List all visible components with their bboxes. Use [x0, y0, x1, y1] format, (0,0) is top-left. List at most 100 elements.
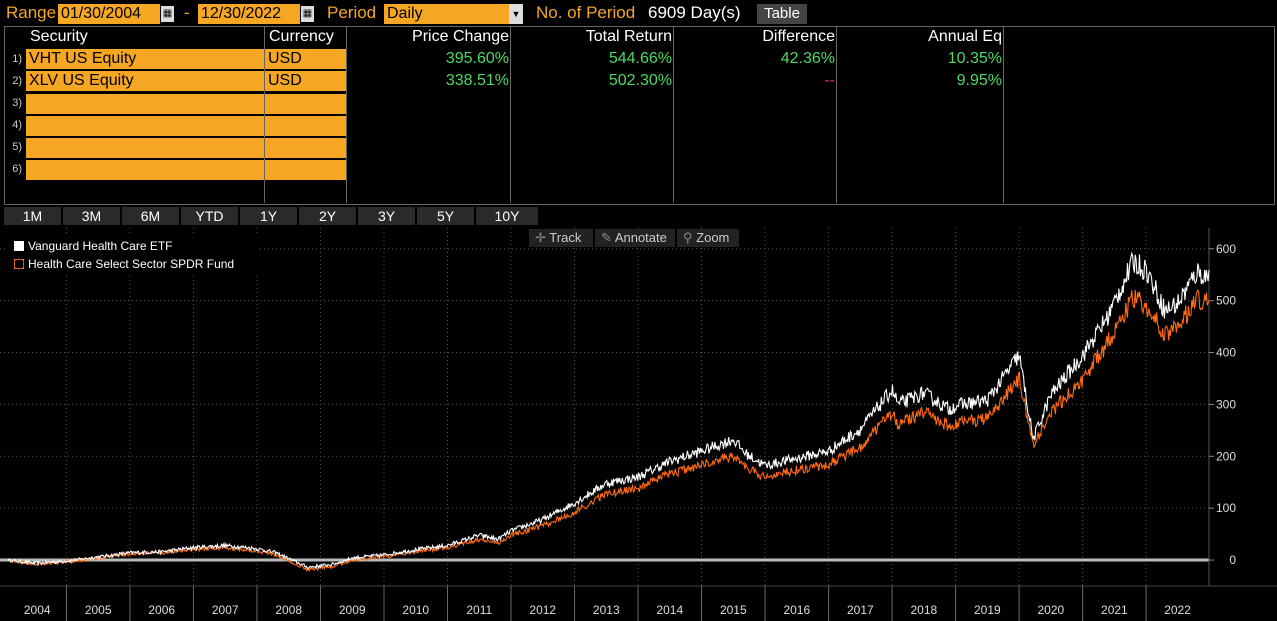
x-tick-label: 2022	[1164, 603, 1191, 617]
y-tick-labels: 0 100 200 300 400 500 600	[1209, 242, 1236, 567]
y-gridlines	[0, 248, 1209, 562]
period-button-3m[interactable]: 3M	[63, 207, 120, 225]
series-line-vht	[7, 251, 1210, 570]
legend-swatch	[14, 259, 24, 269]
period-button-5y[interactable]: 5Y	[417, 207, 474, 225]
start-date-field[interactable]: 01/30/2004	[58, 4, 160, 24]
difference-value: 42.36%	[780, 50, 835, 67]
magnifier-icon: ⚲	[683, 230, 693, 245]
security-input[interactable]	[26, 94, 264, 114]
range-dash: -	[184, 3, 190, 22]
x-tick-label: 2020	[1038, 603, 1065, 617]
x-tick-label: 2012	[529, 603, 556, 617]
annotate-button[interactable]: ✎ Annotate	[595, 229, 675, 247]
row-number: 6)	[12, 163, 22, 175]
row-number: 3)	[12, 97, 22, 109]
x-tick-labels: 2004 2005 2006 2007 2008 2009 2010 2011 2012 2013…	[24, 586, 1191, 621]
legend-item-vht[interactable]: Vanguard Health Care ETF	[14, 239, 173, 253]
x-tick-label: 2013	[593, 603, 620, 617]
row-number: 2)	[12, 75, 22, 87]
x-tick-label: 2021	[1101, 603, 1128, 617]
annual-eq-value: 10.35%	[947, 50, 1002, 67]
currency-input[interactable]: USD	[265, 49, 346, 69]
currency-input[interactable]	[265, 138, 346, 158]
x-tick-label: 2006	[148, 603, 175, 617]
legend-label: Vanguard Health Care ETF	[28, 239, 173, 253]
series-lines	[7, 251, 1210, 573]
pencil-icon: ✎	[601, 230, 612, 245]
zoom-button[interactable]: ⚲ Zoom	[677, 229, 739, 247]
security-input[interactable]	[26, 160, 264, 180]
currency-input[interactable]	[265, 116, 346, 136]
row-number: 5)	[12, 141, 22, 153]
currency-input[interactable]: USD	[265, 71, 346, 91]
legend-swatch	[14, 241, 24, 251]
security-input[interactable]	[26, 138, 264, 158]
y-tick-label: 400	[1216, 346, 1236, 360]
x-tick-label: 2004	[24, 603, 51, 617]
legend-item-xlv[interactable]: Health Care Select Sector SPDR Fund	[14, 257, 234, 271]
annotate-label: Annotate	[614, 230, 667, 245]
security-input[interactable]: VHT US Equity	[26, 49, 264, 69]
x-tick-label: 2017	[847, 603, 874, 617]
currency-input[interactable]	[265, 94, 346, 114]
x-tick-label: 2011	[466, 603, 492, 617]
x-tick-label: 2018	[910, 603, 937, 617]
track-label: Track	[549, 230, 582, 245]
x-tick-label: 2005	[85, 603, 112, 617]
security-input[interactable]	[26, 116, 264, 136]
header-security[interactable]: Security	[30, 28, 88, 45]
price-change-value: 338.51%	[445, 72, 509, 89]
difference-value: --	[824, 72, 835, 89]
column-divider	[264, 27, 265, 203]
period-button-1m[interactable]: 1M	[4, 207, 61, 225]
period-buttons: 1M 3M 6M YTD 1Y 2Y 3Y 5Y 10Y	[4, 207, 544, 225]
total-return-value: 502.30%	[608, 72, 672, 89]
column-divider	[346, 27, 347, 203]
y-tick-label: 500	[1216, 294, 1236, 308]
table-button[interactable]: Table	[757, 4, 807, 24]
end-date-field[interactable]: 12/30/2022	[198, 4, 300, 24]
x-tick-label: 2019	[974, 603, 1001, 617]
header-currency[interactable]: Currency	[269, 28, 334, 45]
calendar-icon[interactable]: ▦	[161, 6, 174, 22]
x-tick-label: 2010	[402, 603, 429, 617]
x-gridlines	[65, 228, 1147, 621]
crosshair-icon: ✛	[535, 230, 546, 245]
security-input[interactable]: XLV US Equity	[26, 71, 264, 91]
period-button-3y[interactable]: 3Y	[358, 207, 415, 225]
x-tick-label: 2014	[656, 603, 683, 617]
row-number: 4)	[12, 119, 22, 131]
period-select[interactable]: Daily	[384, 4, 510, 24]
total-return-value: 544.66%	[608, 50, 672, 67]
top-bar: Range 01/30/2004 ▦ - 12/30/2022 ▦ Period…	[0, 0, 1277, 26]
header-total-return[interactable]: Total Return	[585, 28, 672, 45]
x-tick-label: 2015	[720, 603, 747, 617]
table-header: Security Currency Price Change Total Ret…	[5, 27, 1273, 47]
period-button-10y[interactable]: 10Y	[476, 207, 538, 225]
legend-label: Health Care Select Sector SPDR Fund	[28, 257, 235, 271]
header-price-change[interactable]: Price Change	[412, 28, 509, 45]
period-button-ytd[interactable]: YTD	[181, 207, 238, 225]
series-line-xlv	[7, 288, 1210, 573]
currency-input[interactable]	[265, 160, 346, 180]
y-tick-label: 200	[1216, 449, 1236, 463]
zoom-label: Zoom	[696, 230, 730, 245]
x-tick-label: 2008	[275, 603, 302, 617]
column-divider	[673, 27, 674, 203]
period-button-2y[interactable]: 2Y	[299, 207, 356, 225]
column-divider	[1003, 27, 1004, 203]
x-tick-label: 2016	[783, 603, 810, 617]
calendar-icon[interactable]: ▦	[301, 6, 314, 22]
y-tick-label: 600	[1216, 242, 1236, 256]
row-number: 1)	[12, 53, 22, 65]
num-period-value: 6909 Day(s)	[648, 3, 741, 22]
period-button-6m[interactable]: 6M	[122, 207, 179, 225]
performance-chart[interactable]: 0 100 200 300 400 500 600 2004 2005 2006 2007 2008…	[0, 228, 1277, 621]
chevron-down-icon[interactable]: ▼	[509, 4, 523, 24]
period-button-1y[interactable]: 1Y	[240, 207, 297, 225]
header-annual-eq[interactable]: Annual Eq	[928, 28, 1002, 45]
header-difference[interactable]: Difference	[762, 28, 835, 45]
chart-tools: ✛ Track ✎ Annotate ⚲ Zoom	[529, 229, 741, 247]
track-button[interactable]: ✛ Track	[529, 229, 593, 247]
